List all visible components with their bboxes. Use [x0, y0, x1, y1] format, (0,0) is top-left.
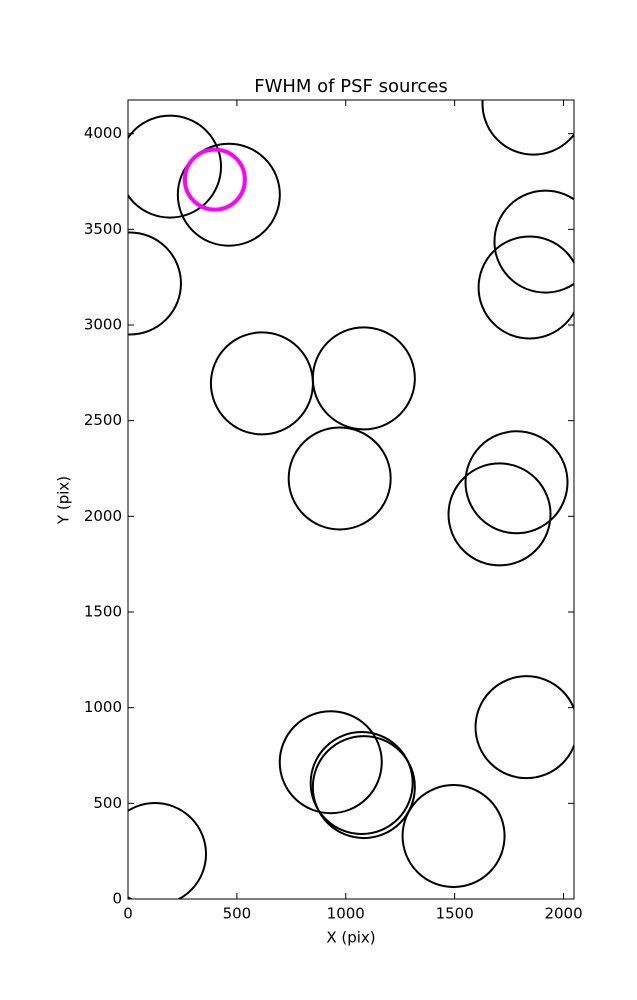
y-tick-label: 1500 — [84, 603, 122, 621]
psf-circle — [128, 802, 207, 899]
x-tick-label: 0 — [123, 905, 133, 923]
psf-circle — [287, 426, 392, 531]
x-axis-label: X (pix) — [326, 929, 375, 947]
y-tick-label: 3000 — [84, 316, 122, 334]
psf-circle — [176, 142, 281, 247]
psf-circle — [477, 235, 574, 340]
psf-circle — [182, 147, 247, 212]
plot-frame — [127, 99, 575, 900]
psf-circle — [309, 731, 414, 836]
psf-circle — [447, 462, 552, 567]
psf-circle — [311, 326, 416, 431]
y-tick-label: 1000 — [84, 698, 122, 716]
psf-circle — [128, 231, 182, 336]
psf-circle — [481, 100, 574, 156]
x-tick-label: 1500 — [436, 905, 474, 923]
x-tick-label: 1000 — [327, 905, 365, 923]
y-axis-label: Y (pix) — [55, 476, 73, 525]
y-tick-label: 3500 — [84, 220, 122, 238]
y-tick-label: 2000 — [84, 507, 122, 525]
psf-circle — [493, 189, 574, 294]
psf-circle — [128, 114, 223, 219]
plot-marks — [128, 100, 574, 899]
psf-circle — [401, 784, 506, 889]
y-tick-label: 2500 — [84, 411, 122, 429]
psf-circle — [311, 735, 416, 840]
psf-circle — [464, 430, 569, 535]
psf-circle — [209, 331, 314, 436]
x-tick-label: 2000 — [544, 905, 582, 923]
y-tick-label: 4000 — [84, 124, 122, 142]
y-tick-label: 500 — [93, 794, 122, 812]
chart-title: FWHM of PSF sources — [254, 76, 448, 97]
psf-circle — [278, 710, 383, 815]
y-tick-label: 0 — [112, 890, 122, 908]
psf-circle — [474, 675, 574, 780]
x-tick-label: 500 — [223, 905, 252, 923]
